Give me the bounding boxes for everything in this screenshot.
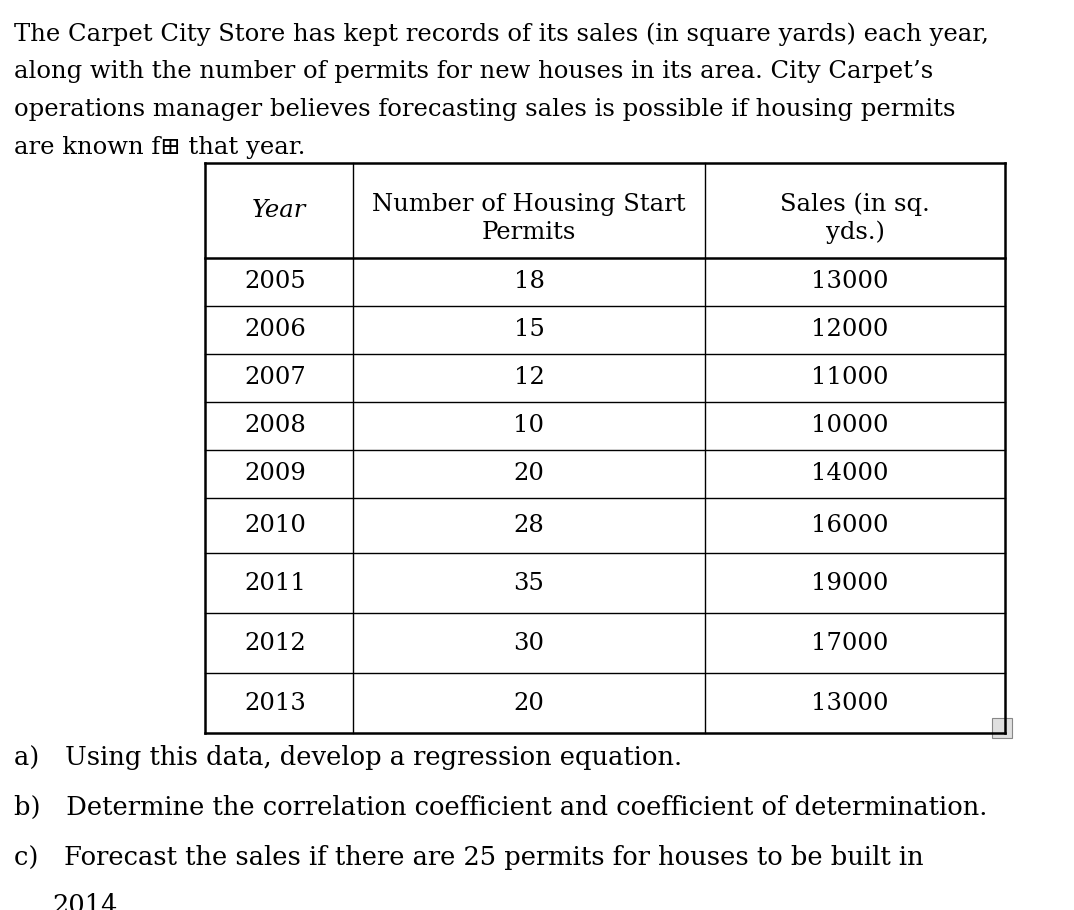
Text: 14000: 14000: [811, 462, 889, 486]
Text: 19000: 19000: [811, 571, 888, 594]
Bar: [992, 718, 1012, 738]
Text: 2007: 2007: [244, 367, 306, 389]
Text: 2006: 2006: [244, 318, 306, 341]
Text: 18: 18: [513, 270, 545, 294]
Text: Year: Year: [251, 199, 306, 222]
Text: c) Forecast the sales if there are 25 permits for houses to be built in: c) Forecast the sales if there are 25 pe…: [14, 845, 924, 870]
Text: 10000: 10000: [811, 414, 889, 438]
Text: 20: 20: [513, 692, 545, 714]
Text: are known f⊞ that year.: are known f⊞ that year.: [14, 136, 305, 159]
Text: 13000: 13000: [811, 692, 889, 714]
Text: 13000: 13000: [811, 270, 889, 294]
Text: 10: 10: [513, 414, 545, 438]
Text: b) Determine the correlation coefficient and coefficient of determination.: b) Determine the correlation coefficient…: [14, 795, 987, 820]
Text: Number of Housing Start: Number of Housing Start: [373, 193, 686, 216]
Text: 2012: 2012: [244, 632, 306, 654]
Text: 16000: 16000: [811, 514, 889, 537]
Text: 2011: 2011: [244, 571, 306, 594]
Text: 2005: 2005: [244, 270, 306, 294]
Text: 2013: 2013: [244, 692, 306, 714]
Text: Permits: Permits: [482, 221, 576, 244]
Text: 28: 28: [513, 514, 545, 537]
Text: 30: 30: [513, 632, 545, 654]
Text: Sales (in sq.: Sales (in sq.: [780, 193, 930, 217]
Text: 17000: 17000: [811, 632, 888, 654]
Text: 2010: 2010: [244, 514, 306, 537]
Text: 35: 35: [513, 571, 545, 594]
Text: a) Using this data, develop a regression equation.: a) Using this data, develop a regression…: [14, 745, 682, 770]
Text: 2014.: 2014.: [52, 893, 126, 910]
Text: along with the number of permits for new houses in its area. City Carpet’s: along with the number of permits for new…: [14, 60, 933, 83]
Text: 2009: 2009: [244, 462, 306, 486]
Text: 15: 15: [513, 318, 545, 341]
Text: 11000: 11000: [811, 367, 889, 389]
Text: 12000: 12000: [811, 318, 888, 341]
Text: operations manager believes forecasting sales is possible if housing permits: operations manager believes forecasting …: [14, 98, 956, 121]
Text: The Carpet City Store has kept records of its sales (in square yards) each year,: The Carpet City Store has kept records o…: [14, 22, 989, 46]
Text: 2008: 2008: [244, 414, 306, 438]
Text: 20: 20: [513, 462, 545, 486]
Text: yds.): yds.): [826, 221, 884, 244]
Text: 12: 12: [513, 367, 545, 389]
